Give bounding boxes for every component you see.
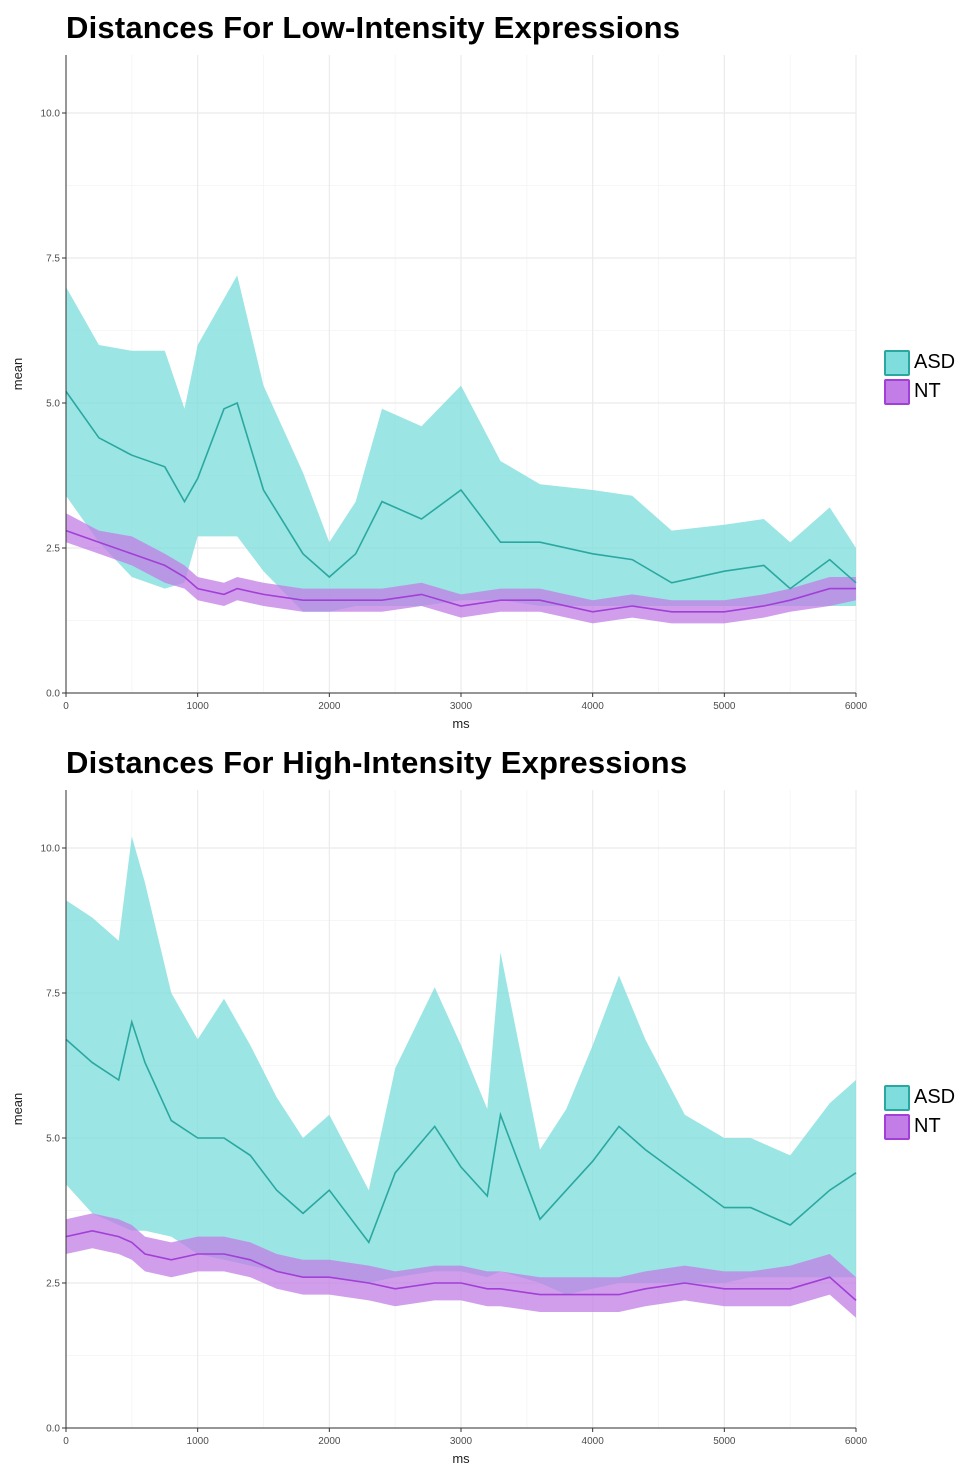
x-tick-label: 0 <box>63 1436 69 1447</box>
chart-panel-low: 0 1000 2000 3000 4000 5000 6000 0.0 2.5 5.0 7.5 10.… <box>10 10 955 731</box>
legend-label-asd: ASD <box>914 1086 956 1108</box>
x-tick-label: 4000 <box>582 1436 605 1447</box>
x-tick-label: 0 <box>63 701 69 712</box>
x-tick-label: 1000 <box>187 701 210 712</box>
legend-swatch-nt <box>884 1113 910 1140</box>
legend-swatch-nt <box>884 378 910 405</box>
y-tick-label: 2.5 <box>46 544 60 555</box>
legend-item-asd: ASD <box>884 348 955 377</box>
y-tick-label: 10.0 <box>41 844 61 855</box>
band-nt <box>66 1213 856 1318</box>
legend-item-nt: NT <box>884 1112 955 1141</box>
x-tick-label: 5000 <box>713 1436 736 1447</box>
x-tick-label: 3000 <box>450 1436 473 1447</box>
x-axis-title: ms <box>452 1451 470 1466</box>
x-tick-label: 1000 <box>187 1436 210 1447</box>
y-tick-label: 2.5 <box>46 1279 60 1290</box>
line-asd <box>65 390 857 590</box>
band-asd <box>66 836 856 1295</box>
y-tick-label: 7.5 <box>46 254 60 265</box>
legend-item-nt: NT <box>884 377 955 406</box>
y-tick-label: 0.0 <box>46 1424 60 1435</box>
legend-label-nt: NT <box>914 380 941 402</box>
x-axis-title: ms <box>452 716 470 731</box>
y-tick-label: 5.0 <box>46 399 60 410</box>
y-tick-label: 5.0 <box>46 1134 60 1145</box>
chart-panel-high: 0 1000 2000 3000 4000 5000 6000 0.0 2.5 5.0 7.5 10.… <box>0 735 965 1469</box>
legend-label-asd: ASD <box>914 351 956 373</box>
y-tick-label: 0.0 <box>46 689 60 700</box>
line-nt <box>65 1229 857 1301</box>
x-tick-label: 2000 <box>318 1436 341 1447</box>
plot-area: 0 1000 2000 3000 4000 5000 6000 0.0 2.5 5.0 7.5 10.… <box>10 55 868 731</box>
x-tick-label: 4000 <box>582 701 605 712</box>
legend-label-nt: NT <box>914 1115 941 1137</box>
y-axis-title: mean <box>10 1093 25 1126</box>
y-tick-label: 7.5 <box>46 989 60 1000</box>
line-asd <box>65 1018 857 1245</box>
legend-item-asd: ASD <box>884 1083 955 1112</box>
x-tick-label: 6000 <box>845 701 868 712</box>
chart-title: Distances For High-Intensity Expressions <box>66 745 688 780</box>
legend-swatch-asd <box>884 349 910 376</box>
line-nt <box>65 529 856 613</box>
x-tick-label: 3000 <box>450 701 473 712</box>
legend-swatch-asd <box>884 1084 910 1111</box>
x-tick-label: 6000 <box>845 1436 868 1447</box>
legend: ASD NT <box>884 348 955 406</box>
y-tick-label: 10.0 <box>41 109 61 120</box>
chart-title: Distances For Low-Intensity Expressions <box>66 10 681 45</box>
x-tick-label: 5000 <box>713 701 736 712</box>
legend: ASD NT <box>884 1083 955 1141</box>
x-tick-label: 2000 <box>318 701 341 712</box>
band-asd <box>66 275 856 612</box>
plot-area: 0 1000 2000 3000 4000 5000 6000 0.0 2.5 5.0 7.5 10.… <box>10 790 868 1466</box>
y-axis-title: mean <box>10 358 25 391</box>
band-nt <box>66 513 856 624</box>
